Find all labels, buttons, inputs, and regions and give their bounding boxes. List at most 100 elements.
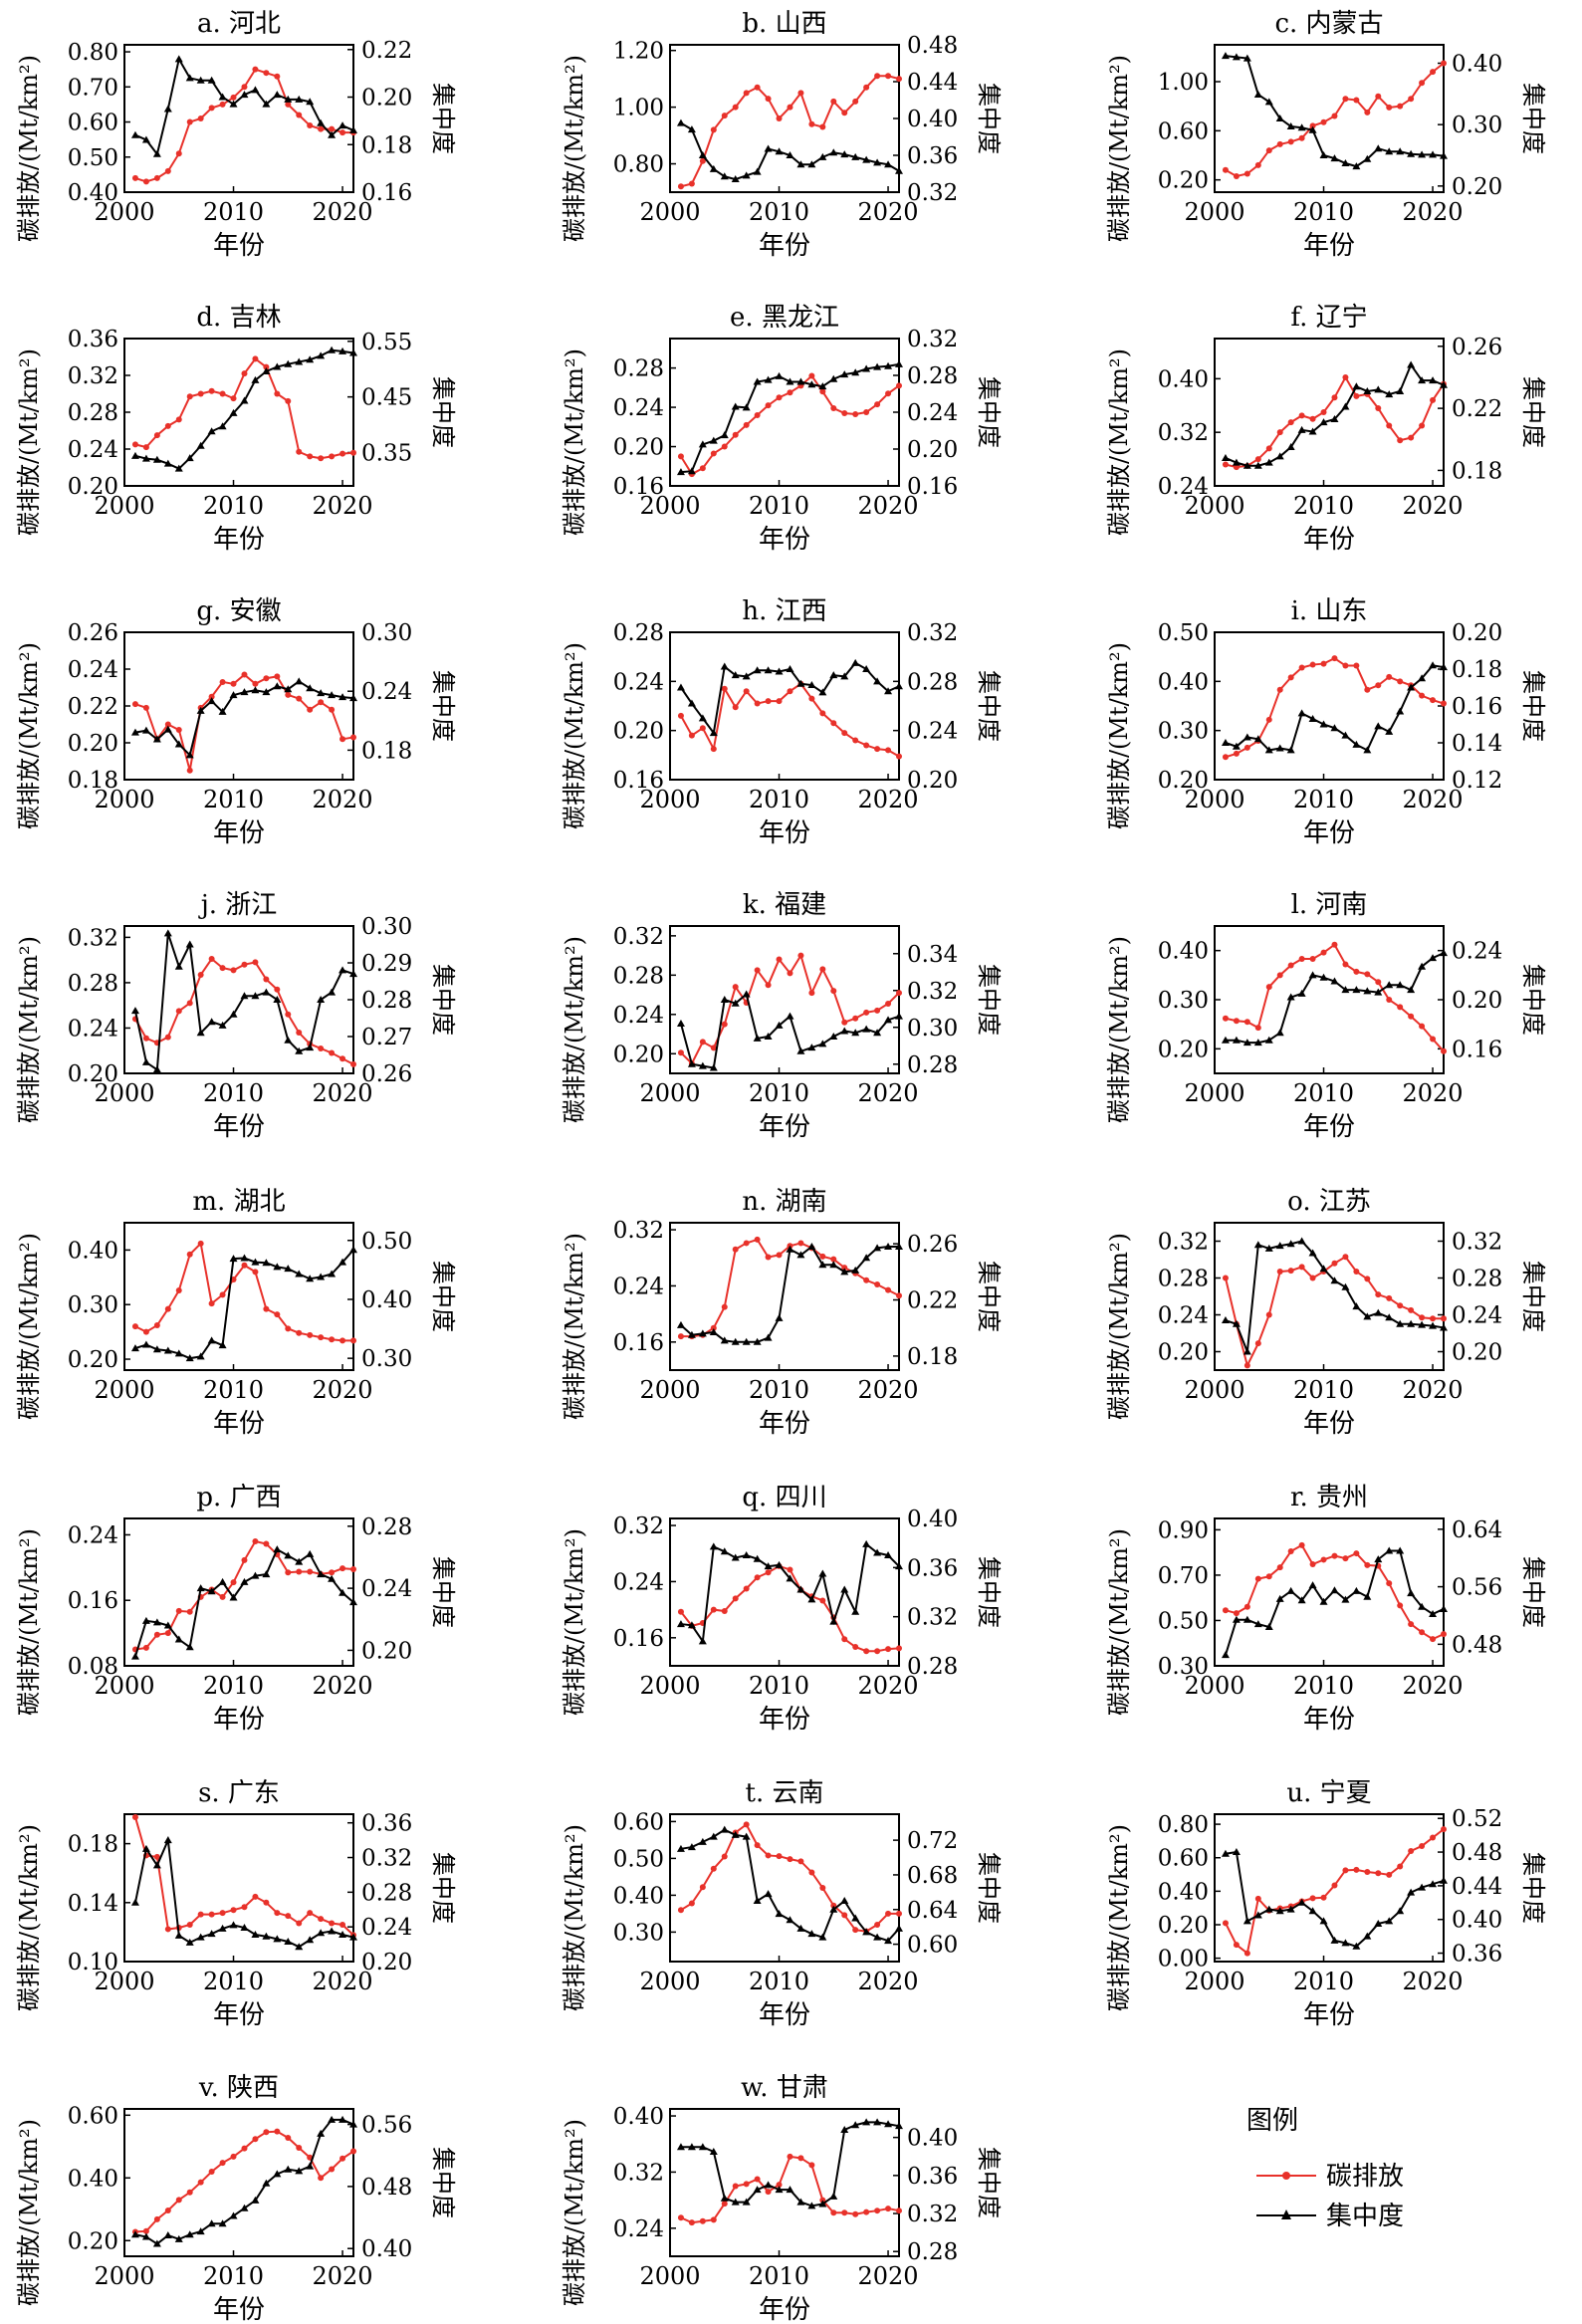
- x-tick-label: 2020: [858, 492, 919, 520]
- emission-point: [1331, 941, 1338, 948]
- x-tick-label: 2000: [94, 2262, 154, 2290]
- concentration-point: [1232, 1319, 1241, 1327]
- concentration-point: [1396, 147, 1405, 155]
- emission-point: [263, 1899, 270, 1906]
- concentration-point: [1221, 739, 1230, 746]
- chart-panel: s. 广东 2000 2010 2020 年份 0.10 0.14 0.18 0.20 0.24 0…: [15, 1778, 457, 2030]
- concentration-point: [196, 1352, 205, 1360]
- concentration-point: [1264, 1036, 1273, 1044]
- emission-point: [874, 746, 881, 753]
- emission-point: [274, 2128, 281, 2135]
- emission-point: [1397, 678, 1404, 685]
- chart-panel: n. 湖南 2000 2010 2020 年份 0.16 0.24 0.32 0.18 0.22 0…: [561, 1187, 1003, 1439]
- concentration-point: [687, 2143, 696, 2151]
- x-axis-label: 年份: [1303, 2000, 1355, 2030]
- emission-point: [896, 753, 902, 760]
- concentration-point: [840, 1585, 849, 1593]
- emission-point: [1419, 1314, 1426, 1321]
- emission-point: [219, 101, 226, 108]
- concentration-point: [317, 2129, 326, 2137]
- concentration-point: [240, 1924, 249, 1932]
- concentration-point: [1341, 402, 1350, 410]
- concentration-point: [295, 357, 304, 365]
- emission-point: [787, 970, 793, 977]
- emission-point: [175, 1286, 182, 1293]
- y-left-tick-label: 0.50: [68, 145, 118, 171]
- emission-point: [1364, 1561, 1371, 1568]
- y-left-tick-label: 0.20: [68, 1347, 118, 1373]
- y-right-tick-label: 0.40: [907, 1507, 958, 1532]
- emission-point: [765, 1569, 772, 1576]
- emission-point: [197, 390, 204, 397]
- y-right-tick-label: 0.44: [907, 70, 958, 96]
- emission-point: [285, 1569, 292, 1576]
- concentration-point: [1264, 1623, 1273, 1631]
- concentration-point: [742, 1551, 751, 1558]
- concentration-point: [262, 1570, 271, 1578]
- emission-point: [1419, 1629, 1426, 1636]
- y-left-axis-label: 碳排放/(Mt/km²): [15, 349, 43, 536]
- emission-point: [885, 1646, 892, 1653]
- concentration-point: [306, 98, 315, 106]
- y-right-tick-label: 0.30: [1452, 113, 1502, 138]
- concentration-point: [152, 455, 161, 463]
- concentration-point: [295, 677, 304, 685]
- y-right-axis-label: 集中度: [975, 1261, 1003, 1332]
- emission-point: [241, 1556, 248, 1563]
- concentration-point: [130, 451, 139, 459]
- y-left-tick-label: 0.16: [613, 1330, 664, 1356]
- concentration-point: [273, 1935, 282, 1943]
- emission-point: [153, 1322, 160, 1329]
- emission-point: [241, 671, 248, 678]
- emission-point: [1243, 744, 1250, 751]
- concentration-point: [1440, 949, 1448, 957]
- x-tick-label: 2020: [313, 1376, 373, 1404]
- concentration-point: [1407, 683, 1416, 691]
- x-tick-label: 2010: [203, 786, 264, 813]
- emission-point: [841, 1019, 848, 1026]
- concentration-point: [1341, 986, 1350, 994]
- emission-point: [808, 990, 815, 997]
- emission-point: [241, 2145, 248, 2152]
- y-left-tick-label: 0.80: [1158, 1812, 1209, 1838]
- y-right-tick-label: 0.18: [1452, 657, 1502, 683]
- emission-point: [339, 1565, 346, 1572]
- y-right-axis-label: 集中度: [975, 83, 1003, 154]
- y-right-tick-label: 0.56: [361, 2113, 412, 2139]
- concentration-point: [764, 666, 773, 674]
- emission-point: [688, 180, 695, 187]
- y-right-tick-label: 0.36: [1452, 1942, 1502, 1968]
- emission-point: [852, 98, 859, 105]
- concentration-point: [742, 672, 751, 680]
- concentration-point: [1330, 154, 1339, 162]
- emission-point: [131, 441, 138, 448]
- y-left-tick-label: 0.20: [68, 1061, 118, 1087]
- concentration-point: [698, 1329, 707, 1337]
- chart-panels: a. 河北 2000 2010 2020 年份 0.40 0.50 0.60 0.70 0.80 0…: [15, 9, 1547, 2324]
- emission-point: [1309, 1275, 1316, 1281]
- concentration-point: [786, 377, 794, 385]
- concentration-point: [1319, 418, 1328, 426]
- emission-point: [1353, 97, 1360, 104]
- emission-point: [677, 183, 684, 190]
- emission-point: [1408, 96, 1415, 103]
- y-left-tick-label: 0.24: [1158, 474, 1209, 500]
- plot-frame: [123, 631, 354, 781]
- concentration-point: [1363, 987, 1372, 995]
- x-tick-label: 2010: [1293, 1968, 1354, 1995]
- x-axis-label: 年份: [759, 1112, 810, 1142]
- emission-point: [874, 2208, 881, 2214]
- emission-point: [743, 421, 750, 428]
- emission-point: [688, 732, 695, 739]
- concentration-point: [1243, 54, 1251, 62]
- emission-point: [241, 1904, 248, 1911]
- emission-point: [1287, 674, 1294, 681]
- concentration-point: [1352, 740, 1361, 748]
- emission-point: [339, 1055, 346, 1062]
- chart-title: i. 山东: [1291, 596, 1368, 626]
- x-tick-label: 2020: [313, 492, 373, 520]
- concentration-point: [141, 1340, 150, 1348]
- x-axis-label: 年份: [213, 1705, 265, 1735]
- concentration-point: [1385, 1546, 1394, 1554]
